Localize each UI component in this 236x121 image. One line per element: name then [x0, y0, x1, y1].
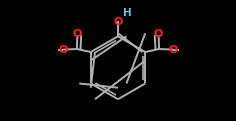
Text: O: O — [73, 30, 82, 39]
Text: O: O — [154, 30, 163, 39]
Text: O: O — [169, 45, 178, 55]
Text: O: O — [113, 17, 123, 27]
Text: O: O — [58, 45, 67, 55]
Text: H: H — [122, 8, 131, 18]
